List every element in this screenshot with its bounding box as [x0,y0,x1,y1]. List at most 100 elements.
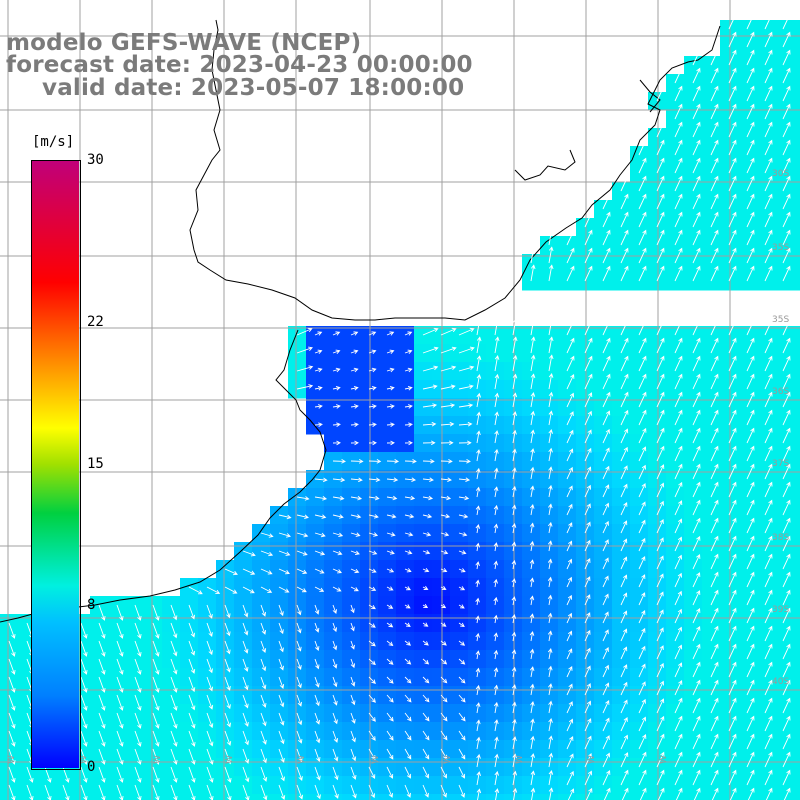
wind-cell [486,434,505,453]
wind-arrow [386,422,395,427]
wind-arrow [493,523,499,534]
wind-cell [792,452,800,471]
wind-arrow [314,658,320,670]
wind-arrow [440,550,449,555]
wind-cell [594,434,613,453]
wind-arrow [602,373,611,390]
wind-arrow [224,730,232,746]
wind-arrow [152,784,160,800]
wind-arrow [512,318,518,336]
wind-arrow [602,611,609,624]
wind-arrow [224,748,232,765]
wind-arrow [314,422,323,427]
wind-cell [540,416,559,435]
wind-cell [396,794,415,800]
wind-arrow [692,373,701,390]
wind-arrow [710,427,719,444]
colorbar-fill [32,161,79,768]
wind-arrow [278,532,291,538]
wind-cell [486,398,505,417]
wind-arrow [350,495,363,501]
wind-arrow [638,211,647,228]
wind-arrow [458,658,466,665]
wind-arrow [386,550,395,555]
wind-arrow [512,354,518,372]
wind-arrow [512,429,517,444]
wind-arrow [584,337,593,354]
wind-arrow [440,477,452,482]
wind-arrow [674,715,683,732]
wind-arrow [314,730,321,744]
wind-cell [486,362,505,381]
wind-cell [792,704,800,723]
wind-arrow [332,349,341,354]
wind-cell [468,524,487,543]
wind-arrow [332,514,344,519]
wind-arrow [404,730,412,741]
wind-cell [792,434,800,453]
wind-cell [270,794,289,800]
wind-arrow [350,349,359,354]
wind-cell [594,272,613,291]
wind-arrow [260,676,267,690]
wind-cell [522,254,541,273]
wind-cell [504,704,523,723]
wind-arrow [674,769,683,786]
wind-arrow [602,539,609,552]
wind-arrow [566,576,573,588]
wind-arrow [422,694,430,703]
wind-arrow [656,751,665,768]
wind-arrow [512,392,518,408]
wind-cell [540,722,559,741]
wind-arrow [620,592,628,606]
wind-arrow [188,586,203,595]
wind-arrow [566,648,573,660]
wind-arrow [476,719,481,732]
wind-arrow [296,346,313,354]
wind-arrow [782,247,791,264]
wind-arrow [782,337,791,354]
wind-arrow [529,683,535,696]
wind-arrow [512,448,517,462]
wind-arrow [584,355,593,372]
wind-arrow [764,49,773,66]
wind-arrow [476,392,482,408]
wind-arrow [674,337,683,354]
wind-arrow [458,440,472,446]
wind-arrow [728,571,737,588]
wind-arrow [620,229,629,246]
wind-arrow [692,697,701,714]
wind-cell [36,794,55,800]
wind-arrow [764,625,773,642]
wind-cell [612,704,631,723]
wind-arrow [368,622,376,628]
wind-arrow [8,658,16,675]
wind-cell [72,794,91,800]
wind-arrow [638,716,647,732]
wind-arrow [260,532,274,538]
wind-arrow [674,679,683,696]
wind-arrow [475,667,481,678]
wind-arrow [458,421,473,427]
wind-cell [468,668,487,687]
wind-arrow [386,331,395,336]
wind-cell [648,506,667,525]
wind-arrow [493,596,498,606]
wind-arrow [602,193,611,210]
wind-cell [504,506,523,525]
wind-arrow [206,748,214,765]
wind-arrow [656,555,664,570]
wind-cell [540,758,559,777]
wind-cell [558,758,577,777]
wind-arrow [638,139,647,156]
wind-arrow [170,748,178,765]
wind-arrow [746,481,755,498]
wind-arrow [782,625,791,642]
wind-cell [288,794,307,800]
colorbar-tick-label: 22 [87,313,104,330]
wind-arrow [188,694,196,711]
wind-arrow [728,499,737,516]
latitude-label: 36S [772,387,789,397]
wind-arrow [458,640,466,646]
wind-arrow [620,446,628,462]
